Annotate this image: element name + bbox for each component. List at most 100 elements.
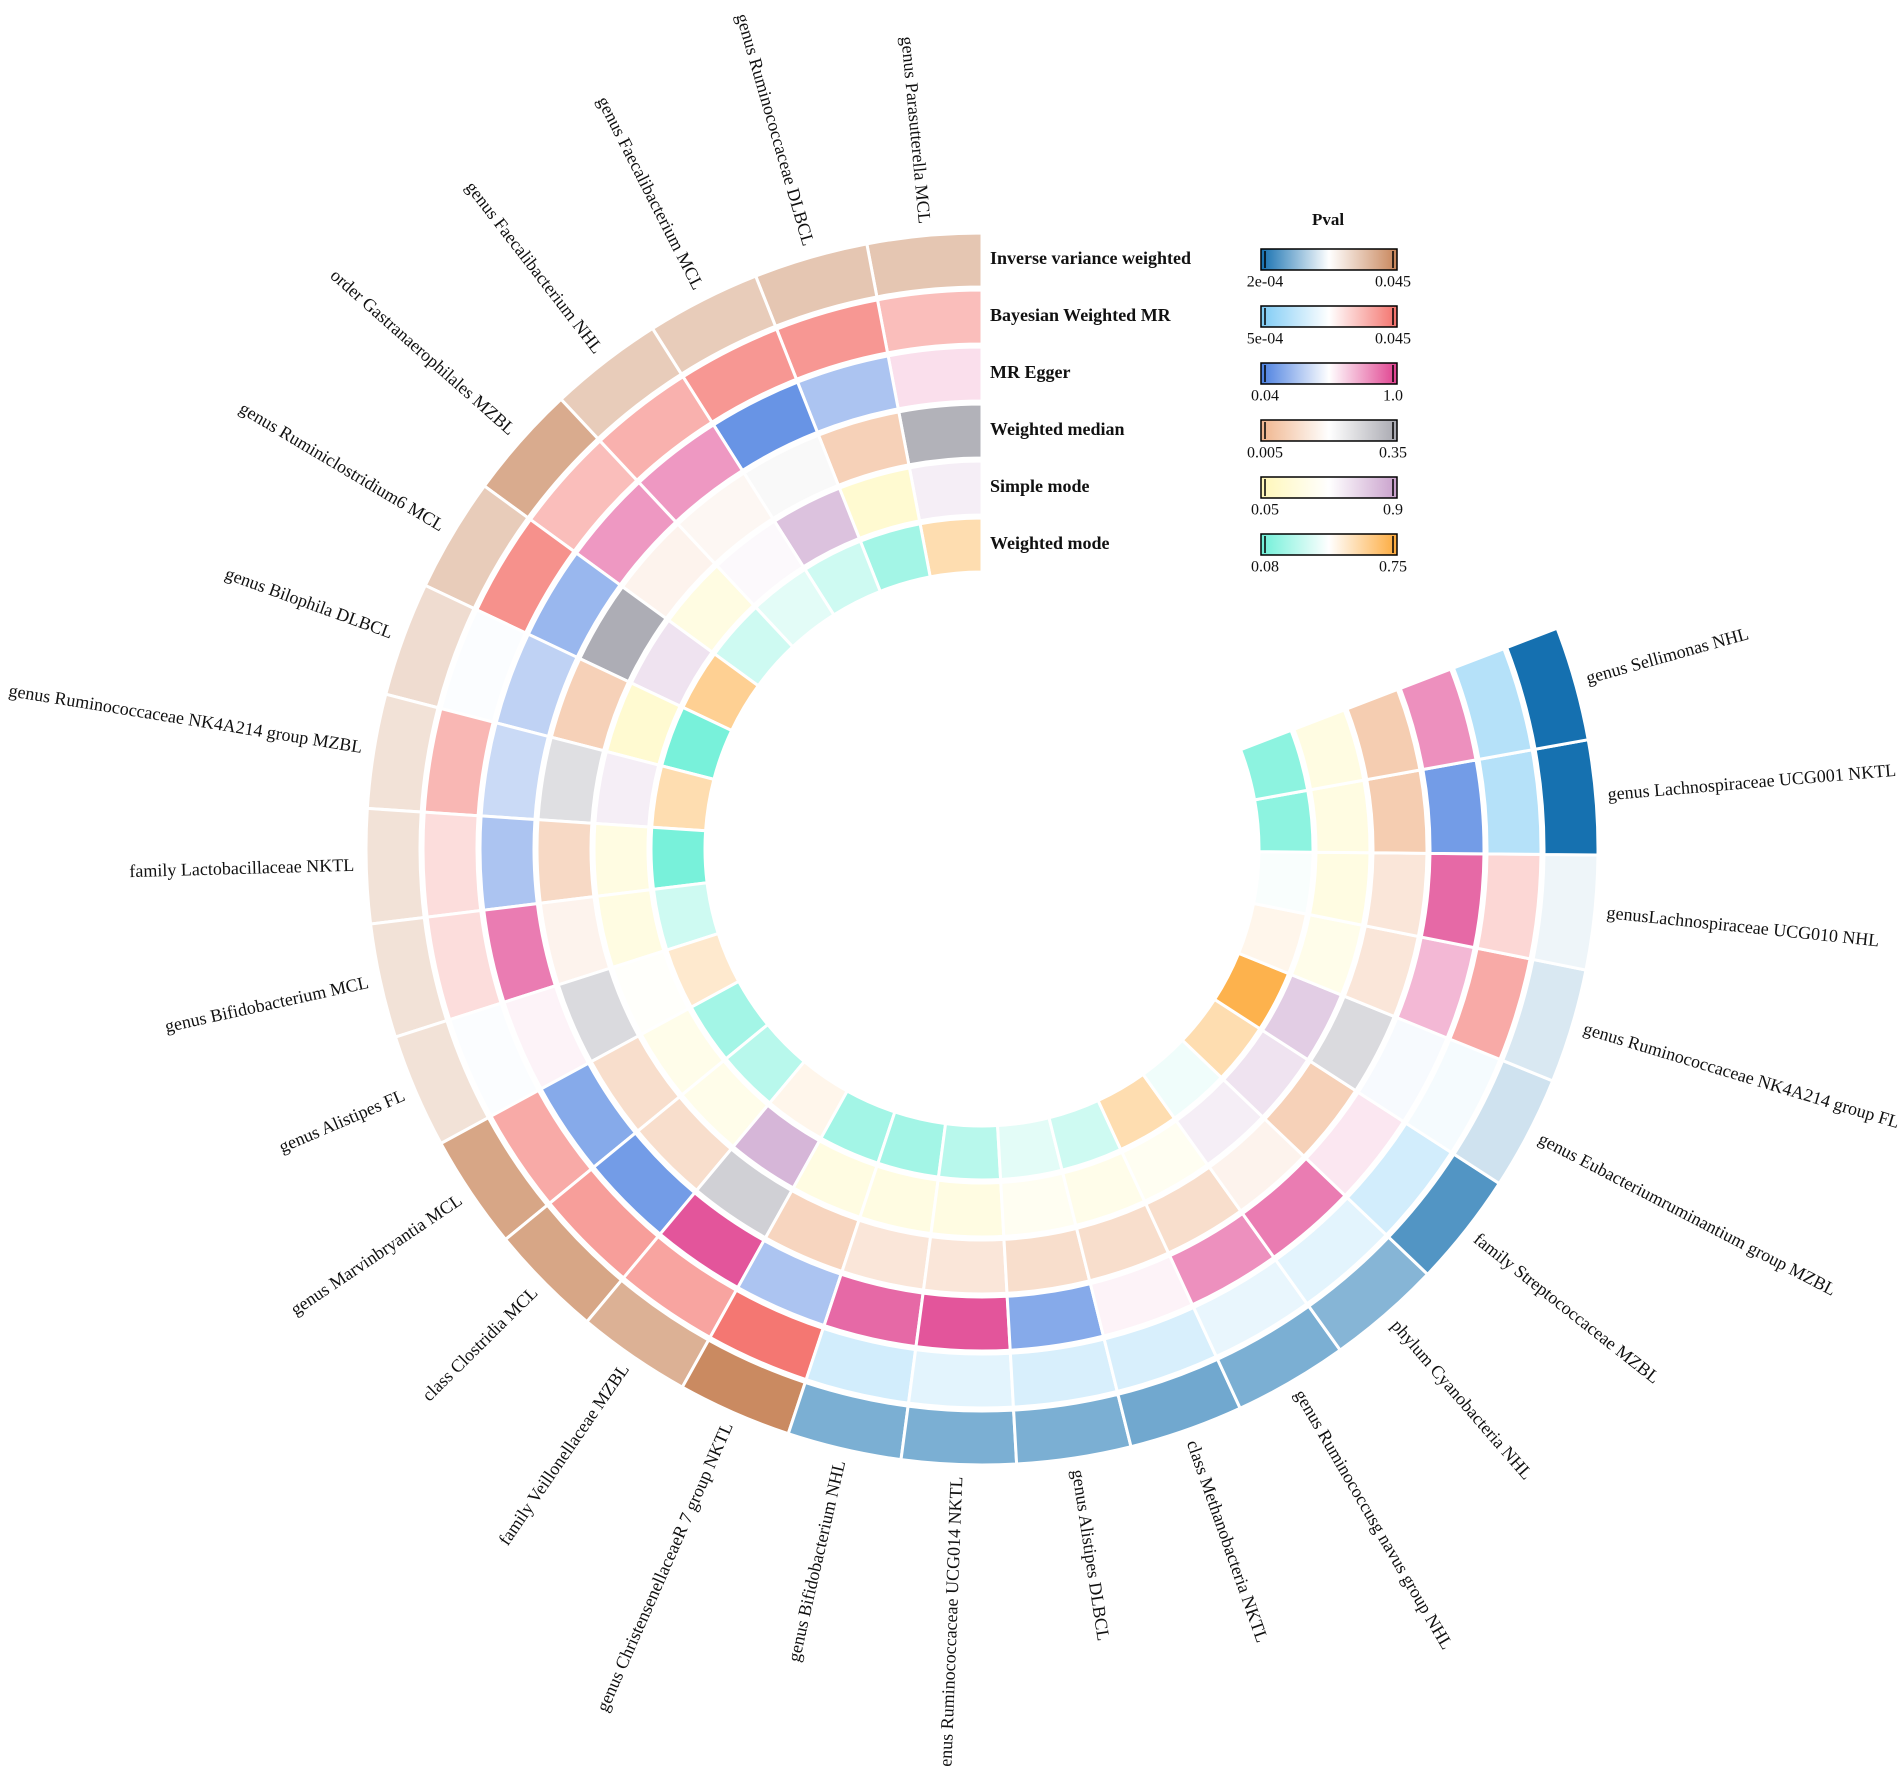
legend-tick-label: 0.9	[1383, 502, 1403, 519]
heat-cell	[591, 1130, 697, 1237]
heat-cell	[774, 298, 890, 382]
heat-cell	[494, 632, 580, 739]
heat-cell	[447, 1001, 541, 1119]
heat-cell	[650, 274, 778, 377]
heat-cell	[604, 680, 683, 767]
heat-cell	[1088, 1253, 1195, 1338]
heat-cell	[679, 1058, 770, 1149]
heat-cell	[936, 1121, 1003, 1182]
legend-tick-label: 0.045	[1375, 331, 1411, 348]
sector-label: genus Lachnospiraceae UCG001 NKTL	[1607, 760, 1897, 804]
heat-cell	[1398, 667, 1478, 772]
sector-label: genus Sellimonas NHL	[1584, 623, 1751, 687]
heat-cell	[1262, 1059, 1358, 1159]
heat-cell	[1477, 748, 1543, 856]
heat-cell	[536, 735, 606, 825]
sector-label: class Methanobacteria NKTL	[1183, 1437, 1273, 1644]
heat-cell	[1012, 1392, 1133, 1466]
sector-label: genus Ruminococcaceae NK4A214 group FL	[1581, 1018, 1902, 1132]
heat-cell	[556, 966, 641, 1064]
heat-cell	[593, 749, 661, 829]
heat-cell	[1251, 850, 1315, 916]
heat-cell	[865, 231, 984, 299]
heat-cell	[1451, 646, 1534, 762]
heat-cell	[620, 522, 717, 621]
sector-label: genusLachnospiraceae UCG010 NHL	[1606, 902, 1881, 950]
heat-cell	[1191, 1257, 1310, 1359]
heat-cell	[822, 1272, 925, 1349]
heat-cell	[1395, 935, 1476, 1040]
heat-cell	[907, 459, 984, 523]
sector-label: genus Faecalibacterium NHL	[462, 177, 607, 357]
heat-cell	[680, 1337, 808, 1436]
sector-label: genus Ruminococcaceae UCG014 NKTL	[935, 1476, 966, 1767]
heat-cell	[592, 821, 653, 898]
sector-label: genus Bilophila DLBCL	[223, 563, 396, 642]
heat-cell	[482, 901, 558, 1005]
sector-label: genus Alistipes DLBCL	[1068, 1468, 1114, 1642]
heat-cell	[1212, 951, 1291, 1031]
heat-cell	[538, 894, 612, 987]
heat-cell	[1005, 1281, 1106, 1352]
heat-cell	[1345, 1121, 1454, 1238]
sector-label: genus Ruminococcaceae NK4A214 group MZBL	[7, 680, 364, 757]
heat-cell	[1504, 626, 1590, 752]
heat-cell	[1215, 1304, 1343, 1411]
heat-cell	[649, 825, 709, 892]
ring-label: Simple mode	[990, 476, 1090, 496]
legend-tick-label: 0.08	[1251, 559, 1279, 576]
heat-cell	[1451, 1058, 1555, 1186]
heat-cell	[1240, 1156, 1348, 1260]
heat-cell	[929, 1178, 1006, 1239]
heat-cell	[772, 486, 862, 569]
heat-cell	[1303, 1090, 1406, 1198]
heat-cell	[365, 692, 440, 814]
heat-cell	[1291, 708, 1366, 792]
heat-cell	[753, 242, 879, 329]
heat-cell	[906, 1347, 1016, 1410]
legend-tick-label: 0.35	[1379, 445, 1407, 462]
sector-label: genus Ruminococcaceae DLBCL	[732, 11, 818, 248]
heat-cell	[422, 706, 496, 818]
heat-cell	[763, 1188, 861, 1274]
heat-cell	[1421, 758, 1486, 856]
heat-cell	[528, 438, 639, 554]
ring-label: Weighted mode	[990, 533, 1110, 553]
heat-cell	[1500, 957, 1588, 1083]
heat-cell	[675, 470, 775, 566]
heat-cell	[482, 397, 601, 520]
heat-cell	[503, 1203, 624, 1324]
heat-cell	[1002, 1226, 1092, 1295]
heat-cell	[711, 380, 820, 473]
legend-tick-label: 0.04	[1251, 388, 1279, 405]
heat-cell	[610, 949, 691, 1037]
heat-cell	[837, 466, 922, 541]
heat-cell	[383, 583, 477, 710]
legend-title: Pval	[1312, 210, 1344, 229]
heat-cell	[659, 705, 734, 782]
heat-cell	[368, 915, 449, 1039]
heat-cell	[502, 983, 591, 1091]
heat-cell	[899, 1404, 1019, 1467]
sector-label: order Gastranaerophilales MZBL	[327, 265, 520, 439]
legend-colorbar	[1260, 305, 1398, 328]
sector-label: family Streptococcaceae MZBL	[1470, 1229, 1664, 1388]
heat-cell	[680, 651, 761, 733]
heat-cell	[574, 480, 678, 588]
heat-cell	[914, 1291, 1012, 1353]
heat-cell	[1307, 850, 1372, 928]
heat-cell	[650, 763, 716, 833]
heat-cell	[818, 1088, 897, 1166]
sector-label: family Lactobacillaceae NKTL	[129, 855, 354, 881]
heat-cell	[858, 1164, 940, 1236]
legend-tick-label: 0.045	[1375, 274, 1411, 291]
heat-cell	[421, 810, 483, 919]
heat-cell	[1419, 851, 1486, 950]
heat-cell	[635, 1094, 734, 1193]
heat-cell	[1289, 912, 1365, 997]
heat-cell	[1533, 737, 1600, 857]
heat-cell	[629, 618, 715, 709]
heat-cell	[558, 326, 684, 441]
heat-cell	[549, 656, 631, 753]
